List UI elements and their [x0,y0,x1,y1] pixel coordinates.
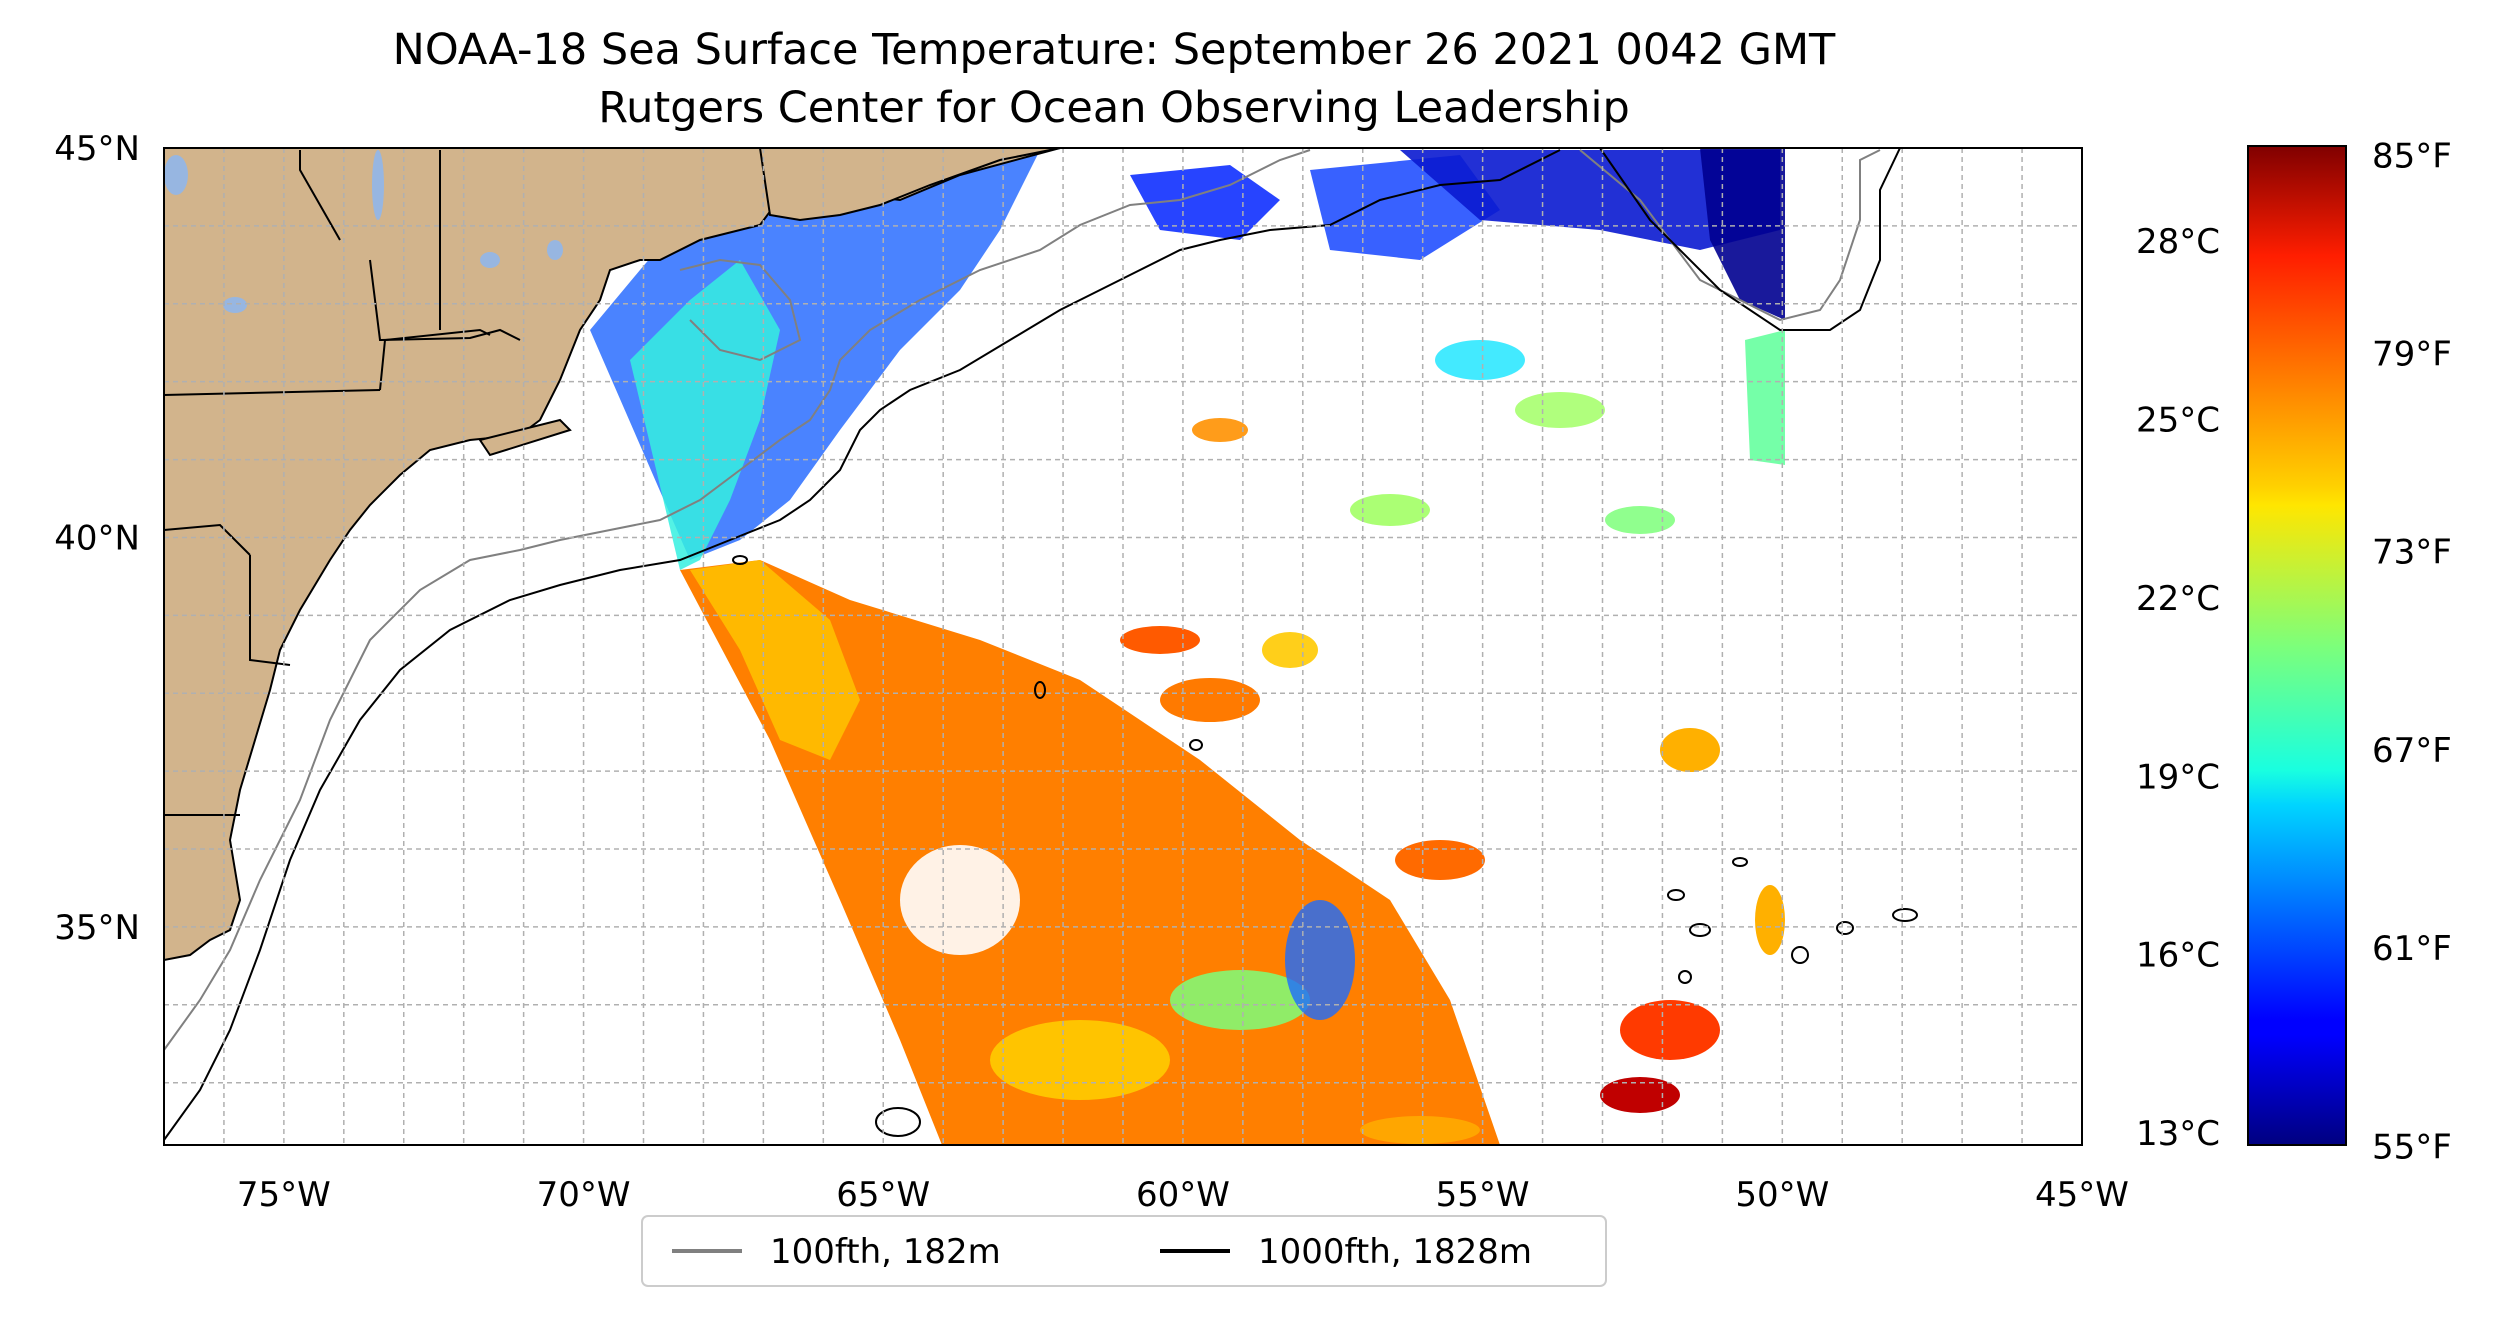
celsius-tick-19: 19°C [2136,757,2220,797]
patch-9 [1600,1077,1680,1113]
cold-patch-3 [1400,150,1780,250]
map-panel: 75°W 70°W 65°W 60°W 55°W 50°W 45°W 45°N … [54,129,2129,1215]
land-long-island [478,418,572,457]
patch-12 [1360,1116,1480,1144]
swath-north-aqua [630,260,780,570]
contour-1000fth-grand-banks [1599,148,1901,331]
aqua-patch-1 [1435,340,1525,380]
lon-tick-label-45w: 45°W [2035,1175,2129,1215]
legend-box [641,1215,1607,1287]
seamount-4 [1689,923,1711,937]
fahrenheit-tick-85: 85°F [2372,136,2452,176]
sst-swath [590,150,1500,1145]
patch-10 [1755,885,1785,955]
fahrenheit-tick-61: 61°F [2372,929,2452,969]
celsius-tick-16: 16°C [2136,936,2220,976]
swath-cool-eddy [900,845,1020,955]
seamount-5 [1732,857,1748,867]
fahrenheit-tick-67: 67°F [2372,731,2452,771]
lon-tick-label-70w: 70°W [537,1175,631,1215]
patch-4 [1120,626,1200,654]
legend-label-100fth: 100fth, 182m [770,1232,1001,1272]
graticule [164,148,2082,1145]
border-5 [164,523,251,556]
border-6 [249,555,291,666]
seamount-3 [1667,889,1685,901]
contour-100fth-shelf [164,149,1311,1051]
patch-8 [1620,1000,1720,1060]
patch-5 [1395,840,1485,880]
seamount-9 [1678,970,1692,984]
celsius-tick-25: 25°C [2136,401,2220,441]
map-frame [163,147,2083,1146]
colorbar: 13°C 16°C 19°C 22°C 25°C 28°C 55°F 61°F … [2136,136,2452,1167]
colorbar-fahrenheit-ticks: 55°F 61°F 67°F 73°F 79°F 85°F [2372,136,2452,1167]
patch-2 [1350,494,1430,526]
seamount-10 [1034,681,1046,699]
lon-tick-label-75w: 75°W [237,1175,331,1215]
legend-label-1000fth: 1000fth, 1828m [1258,1232,1532,1272]
seamount-1 [875,1107,921,1137]
swath-warm-edge [690,560,860,760]
border-2 [379,328,491,391]
seamount-7 [1892,908,1918,922]
swath-green-filament-2 [1285,900,1355,1020]
celsius-tick-28: 28°C [2136,222,2220,262]
lat-tick-label-35n: 35°N [54,908,140,948]
lake-5 [223,297,247,313]
cold-strip-east [1745,330,1785,465]
title-line-2: Rutgers Center for Ocean Observing Leade… [598,83,1630,133]
patch-1 [1192,418,1248,442]
map-content [164,148,2082,1145]
lake-2 [372,150,384,220]
border-8 [299,150,341,241]
sst-scattered-patches [1120,418,1785,1144]
celsius-tick-22: 22°C [2136,579,2220,619]
border-1 [164,389,381,396]
cold-patch-4 [1700,148,1785,320]
colorbar-gradient [2247,145,2347,1146]
lat-tick-label-40n: 40°N [54,518,140,558]
lat-tick-label-45n: 45°N [54,129,140,169]
fahrenheit-tick-55: 55°F [2372,1127,2452,1167]
land-nova-scotia [758,148,1061,222]
seamount-2 [1189,739,1203,751]
swath-yellow-patch [990,1020,1170,1100]
lake-4 [547,240,563,260]
lakes [164,150,563,313]
border-4 [369,259,521,342]
patch-3 [1262,632,1318,668]
patch-11 [1160,678,1260,722]
lake-3 [480,252,500,268]
lon-tick-label-55w: 55°W [1436,1175,1530,1215]
fahrenheit-tick-73: 73°F [2372,533,2452,573]
lon-tick-label-65w: 65°W [836,1175,930,1215]
green-patch-1 [1515,392,1605,428]
lon-tick-label-50w: 50°W [1735,1175,1829,1215]
title-line-1: NOAA-18 Sea Surface Temperature: Septemb… [393,25,1836,75]
land-areas [164,148,1061,962]
patch-7 [1660,728,1720,772]
fahrenheit-tick-79: 79°F [2372,334,2452,374]
bathymetry-1000fth [164,148,1918,1141]
lon-tick-label-60w: 60°W [1136,1175,1230,1215]
contour-1000fth-slope [164,149,1561,1141]
seamount-11 [732,555,748,565]
contour-100fth-georges [679,258,802,362]
bathymetry-100fth [164,149,1881,1051]
contour-100fth-grand-banks [1579,149,1881,322]
celsius-tick-13: 13°C [2136,1114,2220,1154]
latitude-tick-labels: 45°N 40°N 35°N [54,129,140,948]
patch-6 [1605,506,1675,534]
seamount-8 [1791,946,1809,964]
lake-1 [164,155,188,195]
seamount-6 [1836,921,1854,935]
swath-green-filament-1 [1170,970,1310,1030]
longitude-tick-labels: 75°W 70°W 65°W 60°W 55°W 50°W 45°W [237,1175,2129,1215]
legend: 100fth, 182m 1000fth, 1828m [641,1215,1607,1287]
colorbar-celsius-ticks: 13°C 16°C 19°C 22°C 25°C 28°C [2136,222,2220,1154]
state-borders [164,150,521,816]
